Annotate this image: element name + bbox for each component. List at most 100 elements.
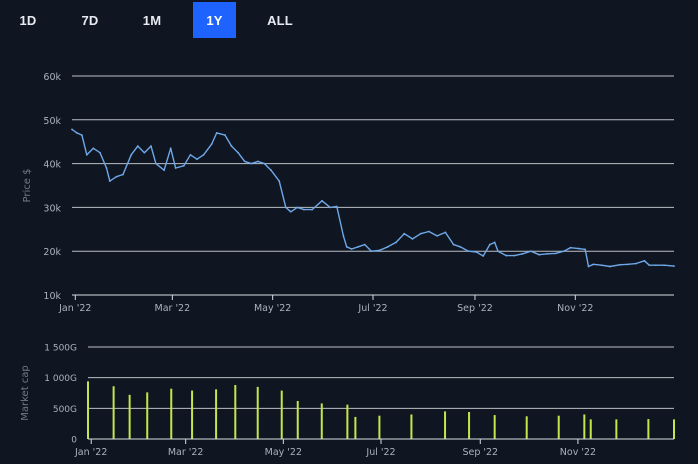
price-point — [428, 230, 430, 233]
price-xtick-label: Sep '22 — [457, 303, 493, 314]
price-point — [521, 252, 524, 255]
price-point — [215, 132, 218, 134]
range-7d[interactable]: 7D — [81, 12, 99, 28]
cap-bar — [468, 412, 471, 439]
price-point — [230, 145, 233, 147]
price-point — [250, 162, 253, 165]
price-point — [497, 250, 499, 253]
price-point — [71, 128, 73, 131]
cap-bar — [87, 381, 89, 439]
cap-bar — [673, 419, 675, 439]
price-point — [655, 264, 657, 267]
cap-bar — [615, 419, 618, 439]
cap-bar — [191, 390, 194, 439]
price-point — [143, 151, 146, 154]
price-point — [673, 265, 675, 267]
price-point — [321, 199, 323, 202]
price-point — [488, 243, 491, 246]
price-point — [663, 264, 666, 267]
price-point — [592, 263, 595, 266]
cap-bar — [215, 389, 218, 439]
price-ytick-label: 40k — [43, 160, 61, 171]
price-point — [386, 245, 389, 248]
price-point — [85, 153, 88, 156]
range-1y[interactable]: 1Y — [193, 2, 236, 38]
price-point — [154, 162, 157, 165]
cap-bar — [346, 404, 349, 439]
price-point — [546, 252, 549, 255]
price-ytick-label: 60k — [43, 72, 61, 83]
price-point — [115, 175, 118, 178]
price-point — [513, 254, 516, 257]
price-point — [419, 232, 422, 235]
cap-bar — [589, 419, 592, 439]
price-point — [505, 254, 508, 257]
price-point — [163, 169, 166, 172]
cap-bar — [647, 419, 650, 439]
cap-ytick-label: 0 — [71, 436, 77, 446]
price-point — [363, 243, 366, 246]
price-point — [370, 250, 373, 253]
price-xtick-label: Nov '22 — [557, 303, 593, 314]
price-point — [554, 252, 557, 255]
cap-bar — [444, 411, 447, 439]
cap-bar — [112, 386, 115, 439]
price-ytick-label: 30k — [43, 203, 61, 214]
cap-bar — [170, 388, 173, 439]
price-point — [92, 147, 95, 150]
cap-bar — [354, 416, 357, 439]
time-range-tabs: 1D 7D 1M 1Y ALL — [0, 0, 698, 38]
range-1d[interactable]: 1D — [19, 12, 37, 28]
cap-bar — [256, 386, 259, 439]
cap-xtick-label: Nov '22 — [560, 447, 596, 458]
cap-xtick-label: May '22 — [265, 447, 302, 458]
cap-xtick-label: Jan '22 — [74, 447, 107, 458]
price-point — [202, 153, 205, 156]
range-all[interactable]: ALL — [267, 12, 293, 28]
price-point — [493, 241, 496, 244]
price-point — [284, 206, 287, 209]
cap-ytick-label: 1 500G — [44, 344, 77, 354]
price-point — [475, 251, 478, 253]
cap-bar — [525, 416, 528, 439]
cap-bar — [234, 385, 237, 439]
price-point — [122, 173, 124, 176]
price-point — [643, 259, 646, 262]
price-point — [130, 153, 133, 156]
price-point — [174, 167, 177, 169]
price-point — [303, 208, 305, 211]
cap-bar — [583, 414, 586, 439]
price-point — [411, 238, 414, 240]
price-ytick-label: 20k — [43, 247, 61, 258]
price-ytick-label: 50k — [43, 116, 61, 127]
price-point — [105, 167, 108, 169]
price-point — [136, 145, 139, 147]
price-point — [600, 264, 603, 267]
price-point — [635, 262, 638, 265]
cap-xtick-label: Jul '22 — [365, 447, 395, 458]
cap-bar — [128, 394, 131, 439]
cap-bar — [493, 415, 496, 439]
price-y-axis-title: Price $ — [22, 169, 33, 203]
price-point — [562, 250, 565, 253]
price-point — [444, 231, 447, 234]
price-point — [587, 265, 590, 268]
price-point — [189, 153, 192, 156]
price-point — [210, 142, 213, 145]
cap-bar — [146, 392, 149, 439]
cap-bar — [378, 415, 381, 439]
price-point — [196, 158, 198, 161]
price-point — [80, 134, 83, 137]
price-point — [256, 160, 259, 163]
price-point — [76, 132, 78, 134]
range-1m[interactable]: 1M — [142, 12, 162, 28]
cap-ytick-label: 500G — [53, 405, 77, 415]
price-point — [150, 145, 152, 147]
price-point — [350, 248, 353, 250]
price-point — [569, 246, 572, 249]
price-point — [452, 243, 455, 246]
price-point — [243, 160, 246, 163]
price-point — [648, 264, 651, 267]
price-point — [263, 162, 266, 165]
price-point — [108, 180, 111, 183]
